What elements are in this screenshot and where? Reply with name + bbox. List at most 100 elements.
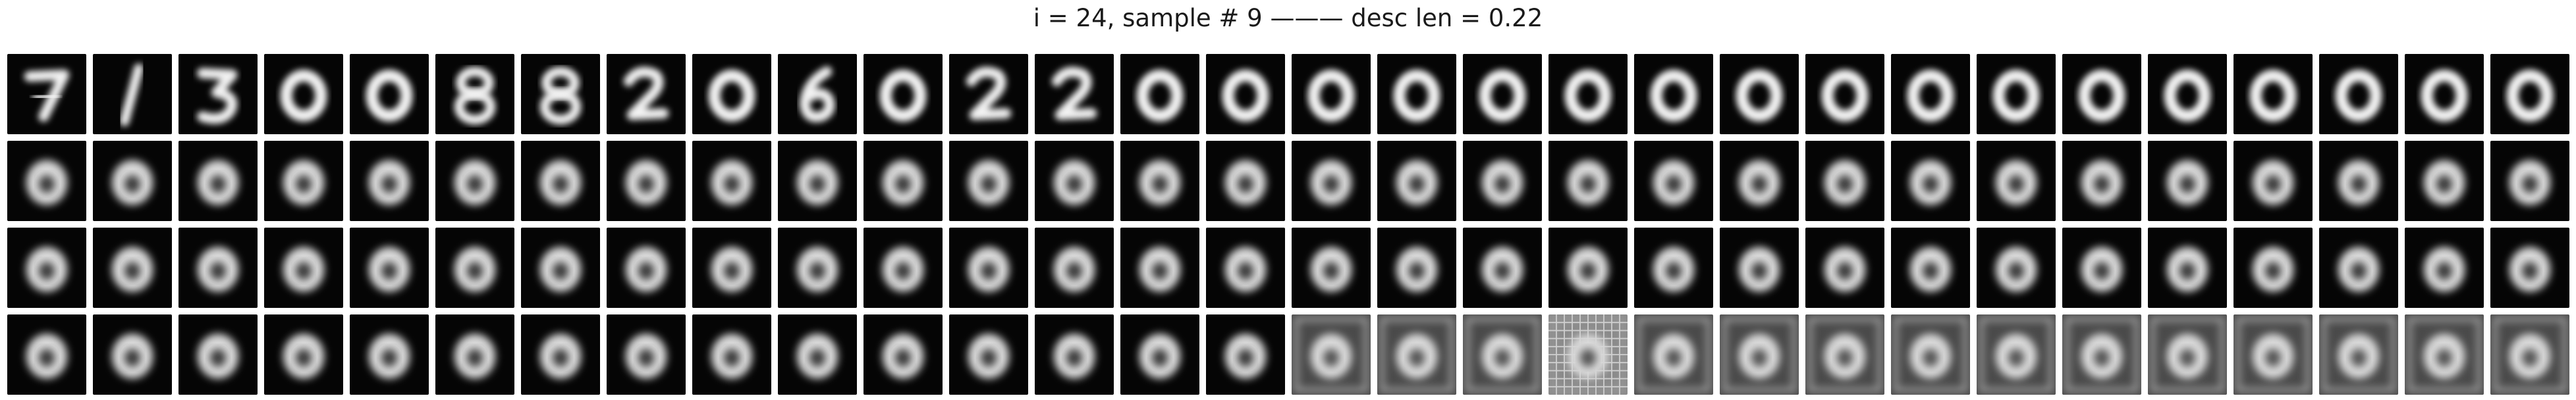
sample-thumbnail	[1720, 54, 1799, 134]
sample-thumbnail	[1634, 228, 1713, 308]
sample-thumbnail	[692, 141, 771, 221]
sample-thumbnail	[1292, 228, 1371, 308]
sample-thumbnail	[607, 228, 686, 308]
sample-thumbnail	[2490, 54, 2569, 134]
sample-thumbnail	[607, 314, 686, 395]
sample-thumbnail	[607, 54, 686, 134]
sample-thumbnail	[1377, 141, 1456, 221]
sample-thumbnail	[2233, 141, 2313, 221]
sample-thumbnail	[1035, 54, 1114, 134]
sample-thumbnail	[1377, 314, 1456, 395]
sample-thumbnail	[1206, 314, 1285, 395]
sample-thumbnail	[1977, 54, 2056, 134]
sample-thumbnail	[1206, 141, 1285, 221]
sample-thumbnail	[2319, 314, 2398, 395]
sample-thumbnail	[1463, 54, 1542, 134]
sample-thumbnail	[2062, 314, 2141, 395]
sample-thumbnail	[1120, 54, 1199, 134]
sample-thumbnail	[264, 141, 343, 221]
sample-thumbnail	[1120, 314, 1199, 395]
sample-thumbnail	[264, 228, 343, 308]
sample-thumbnail	[350, 54, 429, 134]
sample-thumbnail	[2405, 54, 2484, 134]
sample-thumbnail	[350, 228, 429, 308]
sample-thumbnail	[949, 141, 1028, 221]
sample-thumbnail	[1634, 141, 1713, 221]
sample-thumbnail	[93, 228, 172, 308]
sample-thumbnail	[863, 228, 943, 308]
sample-thumbnail	[863, 54, 943, 134]
sample-thumbnail	[1120, 141, 1199, 221]
sample-thumbnail	[2490, 141, 2569, 221]
sample-thumbnail	[2233, 314, 2313, 395]
sample-thumbnail	[2148, 314, 2227, 395]
sample-thumbnail	[2062, 54, 2141, 134]
sample-thumbnail	[1035, 141, 1114, 221]
sample-thumbnail	[692, 228, 771, 308]
sample-thumbnail	[521, 314, 600, 395]
sample-thumbnail	[863, 141, 943, 221]
sample-thumbnail	[1977, 141, 2056, 221]
sample-thumbnail	[949, 228, 1028, 308]
sample-thumbnail	[1463, 228, 1542, 308]
sample-thumbnail	[7, 314, 86, 395]
sample-thumbnail	[778, 54, 857, 134]
sample-thumbnail	[1891, 228, 1970, 308]
sample-thumbnail	[607, 141, 686, 221]
sample-thumbnail	[1720, 228, 1799, 308]
sample-thumbnail	[1634, 54, 1713, 134]
sample-thumbnail	[93, 54, 172, 134]
figure-title: i = 24, sample # 9 ——— desc len = 0.22	[1033, 4, 1543, 32]
sample-thumbnail	[1548, 54, 1628, 134]
sample-thumbnail	[7, 141, 86, 221]
sample-thumbnail	[2319, 54, 2398, 134]
sample-thumbnail	[1377, 54, 1456, 134]
sample-thumbnail	[521, 228, 600, 308]
sample-thumbnail	[778, 228, 857, 308]
sample-thumbnail	[1720, 141, 1799, 221]
sample-thumbnail	[435, 141, 514, 221]
sample-thumbnail	[1548, 228, 1628, 308]
sample-thumbnail	[1720, 314, 1799, 395]
sample-thumbnail	[1634, 314, 1713, 395]
sample-thumbnail	[1292, 141, 1371, 221]
sample-thumbnail	[1891, 314, 1970, 395]
sample-thumbnail	[178, 54, 258, 134]
sample-thumbnail	[949, 54, 1028, 134]
sample-thumbnail	[1805, 141, 1884, 221]
sample-thumbnail	[2405, 314, 2484, 395]
sample-thumbnail	[1977, 314, 2056, 395]
sample-thumbnail	[178, 141, 258, 221]
sample-thumbnail	[1891, 141, 1970, 221]
sample-grid	[7, 54, 2569, 395]
sample-thumbnail	[692, 314, 771, 395]
sample-thumbnail	[1805, 228, 1884, 308]
sample-thumbnail	[435, 228, 514, 308]
sample-thumbnail	[2490, 228, 2569, 308]
sample-thumbnail	[1548, 141, 1628, 221]
sample-thumbnail	[178, 228, 258, 308]
sample-thumbnail	[521, 54, 600, 134]
sample-thumbnail	[264, 54, 343, 134]
sample-thumbnail	[350, 141, 429, 221]
sample-thumbnail	[2233, 54, 2313, 134]
sample-thumbnail	[863, 314, 943, 395]
sample-thumbnail	[2062, 141, 2141, 221]
sample-thumbnail	[778, 314, 857, 395]
sample-thumbnail	[2062, 228, 2141, 308]
sample-thumbnail	[778, 141, 857, 221]
sample-thumbnail	[350, 314, 429, 395]
sample-thumbnail	[2405, 141, 2484, 221]
sample-thumbnail	[2233, 228, 2313, 308]
sample-thumbnail	[1463, 314, 1542, 395]
sample-thumbnail	[2148, 54, 2227, 134]
sample-thumbnail	[2319, 141, 2398, 221]
sample-thumbnail	[2319, 228, 2398, 308]
sample-thumbnail	[2490, 314, 2569, 395]
sample-thumbnail	[1548, 314, 1628, 395]
sample-thumbnail	[949, 314, 1028, 395]
sample-thumbnail	[264, 314, 343, 395]
sample-thumbnail	[1206, 54, 1285, 134]
sample-thumbnail	[1891, 54, 1970, 134]
sample-thumbnail	[1805, 54, 1884, 134]
